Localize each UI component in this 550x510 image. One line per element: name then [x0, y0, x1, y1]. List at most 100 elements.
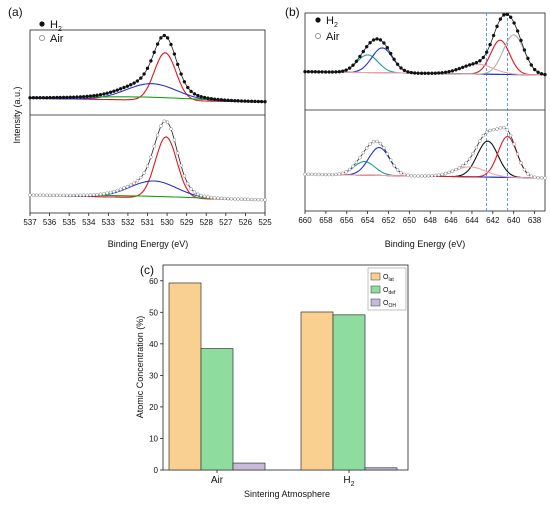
- panel-b-h2-data-point: [385, 45, 390, 50]
- panel-c-ytick-label: 0: [154, 466, 159, 475]
- legend-air-label: Air: [50, 33, 64, 45]
- panel-a-h2-data-point: [226, 98, 230, 103]
- panel-a-air-data-point: [229, 197, 234, 201]
- panel-b-air-data-point: [426, 174, 431, 178]
- panel-a-xtick-label: 533: [102, 218, 116, 227]
- panel-a-h2-data-point: [233, 98, 237, 103]
- panel-b-h2-data-point: [340, 69, 345, 73]
- panel-b-xtick-label: 658: [319, 216, 333, 225]
- panel-a-xtick-label: 526: [239, 218, 253, 227]
- panel-b-air-data-point: [320, 172, 324, 177]
- panel-b-h2-data-point: [316, 70, 321, 74]
- panel-a-air-data-point: [246, 197, 250, 202]
- panel-b: (b) H2 Air 660 658 656 654 652 650 648 646 644 64…: [285, 5, 547, 249]
- panel-b-h2-data-point: [430, 71, 434, 76]
- panel-b-air-data-point: [536, 175, 540, 180]
- panel-a-xtick-label: 537: [23, 218, 37, 227]
- panel-b-h2-data-point: [495, 24, 499, 29]
- panel-a-air-data-point: [78, 193, 83, 198]
- panel-c-bar-oh-h: [364, 467, 398, 471]
- panel-b-h2-data-point: [433, 71, 438, 75]
- panel-b-air-data-point: [388, 158, 393, 162]
- panel-a-h2-data-point: [139, 76, 143, 80]
- panel-b-h2-data-point: [440, 71, 444, 75]
- panel-b-xtick-label: 640: [507, 216, 521, 225]
- panel-b-h2-data-point: [399, 66, 403, 70]
- panel-a-h2-data-point: [159, 36, 163, 40]
- panel-b-xlabel: Binding Energy (eV): [385, 239, 466, 249]
- panel-b-air-data-point: [406, 173, 410, 177]
- panel-b-h2-data-point: [337, 69, 342, 74]
- panel-a-xtick-label: 529: [180, 218, 194, 227]
- panel-b-label: (b): [285, 5, 300, 19]
- panel-b-air-data-point: [334, 172, 338, 177]
- panel-b-h2-data-point: [361, 49, 366, 54]
- panel-a-h2-data-point: [125, 84, 130, 88]
- panel-b-air-data-point: [505, 128, 510, 132]
- panel-a-air-red-component: [30, 136, 265, 201]
- panel-b-air-data-point: [460, 163, 465, 168]
- panel-a-air-data-point: [249, 197, 254, 202]
- panel-a-h2-data-point: [199, 94, 203, 99]
- panel-b-h2-data-point: [388, 51, 393, 56]
- panel-a-h2-data-point: [172, 52, 177, 56]
- panel-a-air-data-point: [112, 189, 116, 194]
- panel-b-air-data-point: [330, 172, 335, 177]
- panel-b-air-data-point: [519, 161, 523, 165]
- panel-a-h2-data-point: [219, 98, 224, 102]
- panel-c-xtick-label: Air: [211, 475, 224, 486]
- panel-a-xtick-label: 525: [258, 218, 272, 227]
- panel-a-h2-data-point: [192, 92, 197, 96]
- panel-b-h2-data-point: [313, 70, 318, 74]
- legend-h2-label: H2: [326, 15, 338, 29]
- panel-a-h2-red-component: [29, 52, 265, 103]
- panel-a-h2-data-point: [243, 99, 247, 103]
- panel-a-air-data-point: [172, 138, 177, 142]
- panel-b-h2-red-component: [305, 39, 545, 76]
- panel-b-h2-data-point: [426, 71, 431, 76]
- panel-a-h2-data-point: [108, 90, 113, 95]
- panel-b-air-data-point: [522, 167, 527, 172]
- panel-b-air-data-point: [498, 126, 503, 130]
- panel-b-air-data-point: [532, 175, 537, 179]
- panel-c-legend-swatch: [370, 285, 381, 294]
- panel-b-h2-data-point: [471, 62, 475, 66]
- panel-b-h2-data-point: [303, 69, 307, 74]
- panel-a-air-data-point: [132, 181, 136, 185]
- panel-c-ytick-label: 30: [149, 371, 158, 380]
- panel-b-air-data-point: [344, 170, 348, 174]
- panel-b-air-data-point: [409, 173, 414, 178]
- panel-b-h2-data-point: [334, 70, 338, 74]
- panel-a-air-data-point: [259, 198, 264, 202]
- panel-a-ylabel: Intensity (a.u.): [12, 86, 22, 143]
- panel-a-air-data-point: [98, 192, 103, 196]
- legend-air-marker: [314, 33, 321, 40]
- panel-a-air-data-point: [128, 183, 133, 187]
- panel-a-h2-data-point: [51, 95, 56, 100]
- panel-b-h2-data-point: [474, 60, 479, 65]
- panel-c-legend-label: Olat: [383, 274, 394, 283]
- panel-a-h2-data-point: [81, 94, 86, 99]
- panel-c-frame: [162, 264, 409, 471]
- panel-c-ytick-label: 60: [149, 277, 158, 286]
- panel-a-h2-data-point: [155, 42, 160, 46]
- panel-a-air-data-point: [152, 144, 156, 149]
- panel-b-air-data-point: [430, 173, 434, 178]
- panel-a-h2-data-point: [186, 85, 190, 90]
- panel-b-h2-data-point: [484, 50, 489, 54]
- panel-b-air-data-point: [457, 166, 462, 170]
- panel-b-h2-data-point: [436, 71, 441, 75]
- panel-b-air-data-point: [416, 174, 420, 178]
- panel-b-h2-data-point: [539, 72, 544, 76]
- panel-a-air-data-point: [206, 195, 210, 199]
- panel-b-air-data-point: [385, 152, 390, 156]
- panel-a-air-data-point: [149, 155, 153, 159]
- panel-a-air-data-point: [175, 151, 180, 155]
- panel-a-h2-data-point: [259, 99, 264, 104]
- panel-a-h2-data-point: [55, 95, 59, 100]
- panel-b-air-data-point: [419, 174, 424, 178]
- panel-b-h2-data-point: [406, 70, 410, 74]
- panel-b-air-data-point: [347, 167, 352, 172]
- panel-a-frame: [29, 29, 266, 214]
- panel-b-reference-lines: [486, 13, 508, 211]
